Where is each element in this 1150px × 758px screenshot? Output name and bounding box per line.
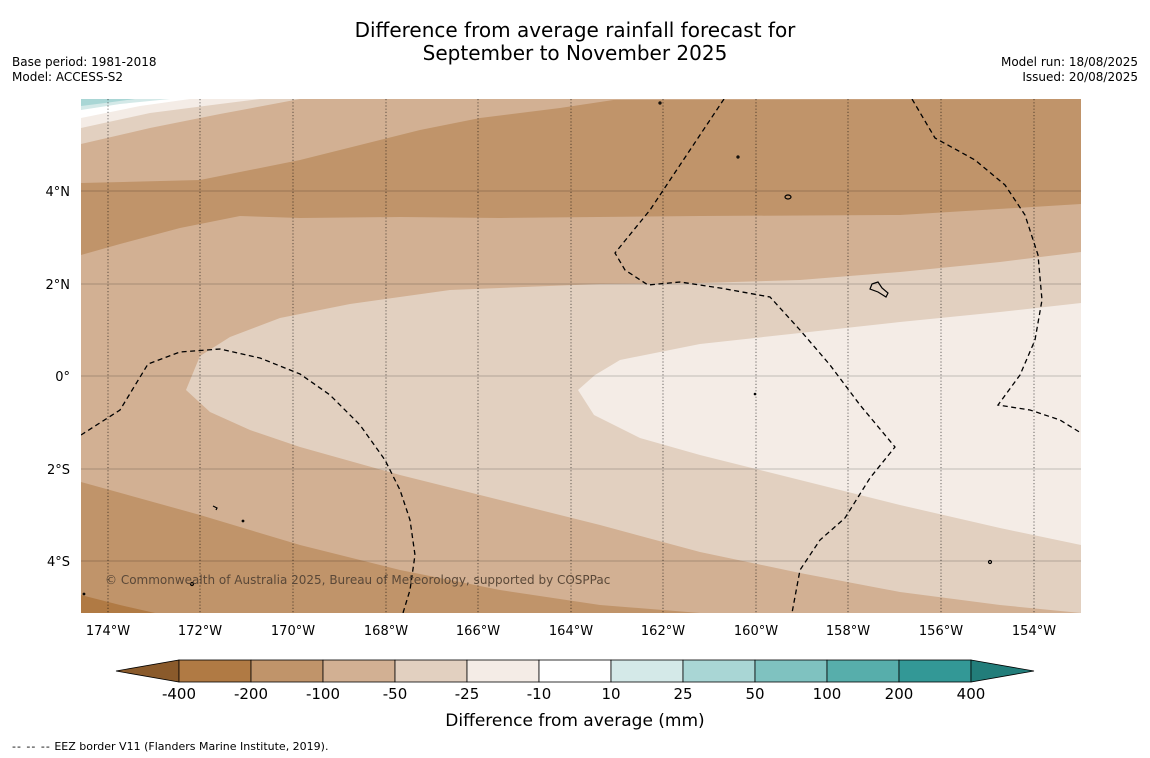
colorbar-swatch [826, 659, 900, 683]
graticule [81, 99, 1081, 613]
lat-label: 4°N [46, 185, 71, 200]
lat-label: 4°S [47, 555, 70, 570]
map-panel: © Commonwealth of Australia 2025, Bureau… [81, 99, 1081, 613]
colorbar-tick: 400 [957, 685, 986, 703]
island-small-3 [753, 392, 757, 396]
colorbar-tick: -100 [306, 685, 340, 703]
island-small-6 [189, 581, 195, 587]
lon-label: 164°W [549, 624, 593, 639]
colorbar-swatch [250, 659, 324, 683]
lon-label: 172°W [178, 624, 222, 639]
colorbar-tick: 100 [813, 685, 842, 703]
colorbar-swatch [394, 659, 468, 683]
colorbar-swatch [898, 659, 972, 683]
colorbar-tick: 50 [745, 685, 764, 703]
island-small-5 [241, 519, 245, 523]
band-top-minus100-minus50 [81, 99, 620, 183]
eez-border-west [81, 348, 416, 613]
island-small-4 [212, 505, 218, 511]
colorbar-swatch [538, 659, 612, 683]
lon-label: 158°W [826, 624, 870, 639]
colorbar-arrow-high [970, 659, 1035, 683]
band-south-minus200-minus100 [81, 482, 700, 613]
eez-footnote-text: EEZ border V11 (Flanders Marine Institut… [54, 740, 329, 753]
colorbar-swatch [610, 659, 684, 683]
lon-label: 156°W [919, 624, 963, 639]
island-jarvis [784, 194, 792, 200]
colorbar-tick: -200 [234, 685, 268, 703]
title-line-2: September to November 2025 [422, 41, 728, 65]
lon-label: 174°W [86, 624, 130, 639]
colorbar-tick: 200 [885, 685, 914, 703]
lat-label: 2°S [47, 463, 70, 478]
colorbar-tick: -10 [527, 685, 552, 703]
lon-label: 166°W [456, 624, 500, 639]
colorbar-swatch [178, 659, 252, 683]
eez-footnote: -- -- -- EEZ border V11 (Flanders Marine… [12, 740, 328, 753]
band-south-minus400-minus200 [81, 595, 155, 613]
lat-label: 2°N [46, 278, 71, 293]
map-title: Difference from average rainfall forecas… [0, 19, 1150, 65]
longitude-lines [107, 99, 1035, 613]
issued-text: Issued: 20/08/2025 [1022, 70, 1138, 84]
title-line-1: Difference from average rainfall forecas… [354, 18, 796, 42]
lon-label: 154°W [1012, 624, 1056, 639]
model-text: Model: ACCESS-S2 [12, 70, 124, 84]
colorbar-tick: -25 [455, 685, 480, 703]
eez-borders [81, 99, 1081, 613]
island-small-2 [736, 155, 740, 159]
colorbar [115, 659, 1035, 683]
colorbar-swatch [754, 659, 828, 683]
colorbar-tick: -400 [162, 685, 196, 703]
colorbar-ticks: -400 -200 -100 -50 -25 -10 10 25 50 100 … [162, 685, 985, 703]
colorbar-tick: 10 [601, 685, 620, 703]
latitude-lines [81, 190, 1081, 562]
lon-label: 162°W [641, 624, 685, 639]
band-minus25-minus10 [578, 303, 1081, 545]
lat-label: 0° [55, 370, 70, 385]
run-info: Model run: 18/08/2025 Issued: 20/08/2025 [1001, 55, 1138, 85]
model-info: Base period: 1981-2018 Model: ACCESS-S2 [12, 55, 157, 85]
colorbar-label: Difference from average (mm) [445, 711, 704, 731]
colorbar-tick: 25 [673, 685, 692, 703]
lon-label: 170°W [271, 624, 315, 639]
copyright-text: © Commonwealth of Australia 2025, Bureau… [105, 573, 610, 587]
base-period-text: Base period: 1981-2018 [12, 55, 157, 69]
eez-dash-symbol: -- -- -- [12, 740, 51, 753]
islands [82, 101, 993, 596]
colorbar-swatch [322, 659, 396, 683]
latitude-labels: 4°N 2°N 0° 2°S 4°S [46, 185, 71, 570]
colorbar-arrow-low [115, 659, 180, 683]
island-small-7 [987, 559, 993, 565]
model-run-text: Model run: 18/08/2025 [1000, 55, 1138, 69]
rainfall-map: © Commonwealth of Australia 2025, Bureau… [46, 99, 1081, 731]
island-small-1 [658, 101, 662, 105]
island-kiritimati [869, 281, 889, 298]
lon-label: 160°W [734, 624, 778, 639]
colorbar-swatch [682, 659, 756, 683]
longitude-labels: 174°W 172°W 170°W 168°W 166°W 164°W 162°… [86, 624, 1056, 639]
island-small-8 [82, 592, 86, 596]
eez-border-east [911, 99, 1081, 434]
colorbar-swatch [466, 659, 540, 683]
lon-label: 168°W [364, 624, 408, 639]
colorbar-tick: -50 [383, 685, 408, 703]
eez-border-central [614, 99, 896, 613]
